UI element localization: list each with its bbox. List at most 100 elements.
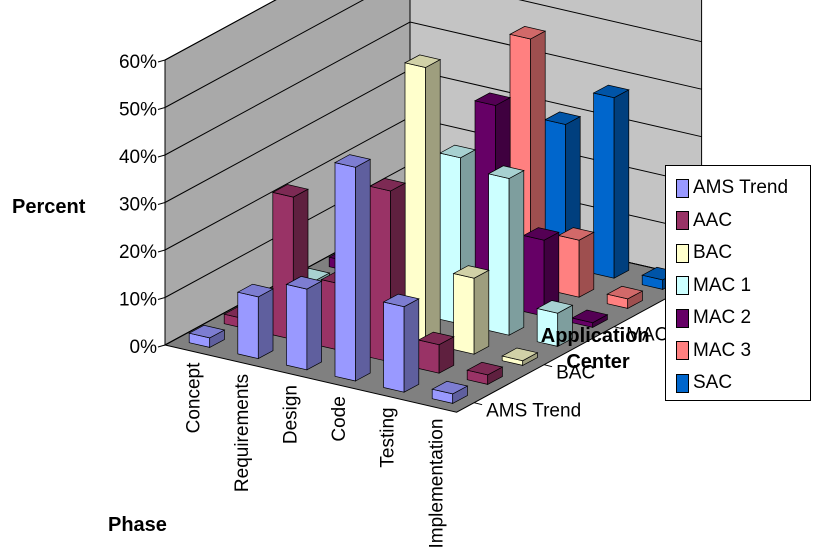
depth-tick-label: AMS Trend (486, 401, 581, 422)
depth-axis-title: Application Center (541, 325, 655, 373)
legend-swatch (676, 373, 689, 393)
bar-side (508, 169, 525, 336)
bar (487, 165, 525, 336)
bar-side (306, 280, 322, 371)
legend-item: MAC 3 (666, 335, 810, 368)
bar (417, 331, 455, 374)
bar (452, 265, 490, 355)
legend-label: MAC 1 (693, 274, 752, 296)
bar (334, 154, 372, 382)
bar-top (382, 293, 420, 308)
y-tick-label: 10% (119, 290, 157, 311)
bar-front (383, 301, 405, 393)
bar (536, 300, 574, 347)
bar (431, 380, 469, 404)
y-tick-mark (157, 59, 166, 63)
y-tick-label: 40% (119, 147, 157, 168)
legend-swatch (676, 276, 689, 296)
depth-tick-mark (613, 326, 623, 330)
legend-item: AMS Trend (666, 172, 810, 205)
bar-front (334, 162, 356, 382)
legend-item: MAC 2 (666, 302, 810, 335)
tick-labels: 0% 10% 20% 30% 40% 50% 60% Concept Requirements D… (119, 52, 735, 549)
legend-label: SAC (693, 372, 733, 394)
depth-axis-title-line-1: Application (541, 325, 650, 347)
depth-tick-mark (473, 402, 483, 406)
bar-front (523, 235, 545, 317)
legend-item: SAC (666, 367, 810, 400)
y-tick-mark (157, 297, 166, 300)
bar (557, 227, 595, 298)
bar-top (236, 283, 274, 298)
bar (236, 283, 274, 360)
bar-top (369, 178, 407, 192)
bar-front (453, 273, 475, 355)
y-tick-label: 30% (119, 195, 157, 216)
y-tick-label: 0% (130, 337, 158, 358)
bar-top (439, 144, 477, 159)
y-axis-title: Percent (12, 196, 86, 218)
bar-top (487, 165, 525, 179)
y-tick-label: 60% (119, 52, 157, 73)
bar (606, 285, 644, 309)
legend-label: MAC 2 (693, 307, 752, 329)
x-axis-title: Phase (108, 514, 167, 536)
bar-top (592, 84, 630, 99)
x-tick-label: Concept (183, 362, 204, 433)
bar-top (522, 227, 560, 241)
legend-swatch (676, 178, 689, 198)
bar-front (593, 92, 615, 279)
legend-label: BAC (693, 242, 733, 264)
bar-top (474, 92, 512, 106)
legend-label: AAC (693, 209, 733, 231)
bar-top (606, 285, 644, 300)
bar (382, 293, 420, 393)
bar-top (271, 184, 309, 198)
bar-top (404, 54, 442, 68)
bar-side (355, 158, 371, 382)
bar-front (488, 173, 510, 336)
bar (285, 276, 323, 371)
y-tick-label: 50% (119, 100, 157, 121)
legend: AMS Trend AAC BAC MAC 1 MAC 2 MAC 3 SAC (665, 165, 811, 401)
bar (592, 84, 630, 279)
bar (466, 361, 504, 385)
bar-top (544, 111, 582, 125)
bar-top (431, 380, 469, 395)
x-tick-label: Code (329, 396, 350, 441)
y-tick-mark (157, 202, 166, 205)
y-tick-mark (157, 107, 166, 110)
gridline (164, 0, 277, 61)
legend-item: MAC 1 (666, 270, 810, 303)
bar-top (509, 26, 547, 40)
bar-front (237, 291, 259, 360)
bar-top (417, 331, 455, 346)
depth-tick-label: BAC (556, 363, 595, 384)
x-tick-label: Requirements (232, 374, 253, 492)
bar-top (571, 309, 609, 324)
bar-side (257, 288, 274, 360)
bars (188, 26, 679, 404)
bar-top (501, 347, 539, 362)
bar-top (285, 276, 323, 290)
legend-swatch (676, 308, 689, 328)
x-tick-label: Implementation (426, 419, 447, 549)
bar-top (536, 300, 574, 314)
legend-swatch (676, 211, 689, 231)
bar-front (558, 235, 580, 298)
x-tick-label: Design (281, 385, 302, 444)
bar-side (473, 269, 490, 355)
bar-side (403, 298, 420, 393)
gridline (164, 21, 702, 156)
depth-axis-title-line-2: Center (566, 351, 630, 373)
y-tick-label: 20% (119, 242, 157, 263)
bar-side (578, 231, 595, 298)
bar-top (452, 265, 490, 279)
legend-swatch (676, 243, 689, 263)
gridline (164, 0, 702, 108)
depth-tick-mark (543, 364, 553, 368)
legend-item: AAC (666, 205, 810, 238)
bar (188, 324, 226, 348)
y-tick-mark (157, 154, 166, 158)
